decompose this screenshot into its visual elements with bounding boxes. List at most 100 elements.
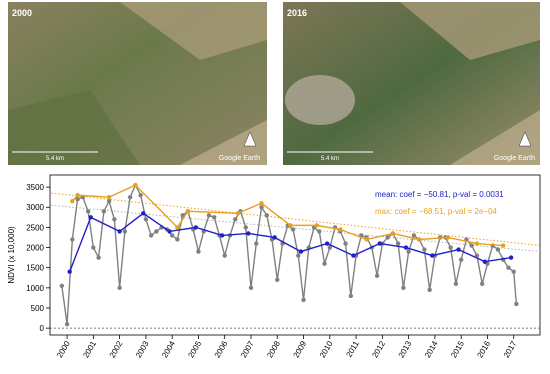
point	[275, 277, 280, 282]
point	[495, 247, 501, 252]
y-tick-label: 0	[40, 324, 45, 333]
x-tick-label: 2013	[397, 339, 414, 359]
credit: Google Earth	[494, 155, 535, 162]
north-arrow	[518, 131, 532, 147]
point	[133, 182, 138, 188]
x-tick-label: 2004	[160, 339, 177, 359]
point	[88, 215, 93, 220]
point	[148, 233, 154, 238]
point	[324, 241, 330, 246]
plot-frame	[49, 174, 541, 336]
point	[127, 194, 133, 200]
point	[422, 247, 427, 252]
x-tick-label: 2012	[370, 339, 387, 359]
x-tick-label: 2011	[344, 339, 361, 359]
point	[59, 283, 65, 289]
point	[374, 273, 380, 278]
point	[427, 287, 432, 293]
point	[403, 245, 409, 250]
x-tick-label: 2010	[318, 339, 335, 359]
point	[385, 235, 390, 240]
point	[474, 253, 480, 258]
point	[290, 227, 296, 232]
scale-label: 5.4 km	[46, 156, 64, 162]
credit: Google Earth	[219, 155, 260, 162]
x-tick-label: 2001	[81, 339, 98, 359]
x-tick-label: 2014	[423, 339, 440, 359]
point	[206, 213, 212, 218]
x-tick-label: 2005	[186, 339, 203, 359]
point	[474, 241, 480, 246]
point	[175, 225, 180, 230]
x-tick-label: 2003	[134, 339, 151, 359]
y-tick-label: 500	[31, 304, 45, 313]
point	[343, 241, 348, 246]
point	[169, 233, 175, 238]
point	[301, 297, 306, 303]
image-year: 2016	[287, 8, 307, 18]
point	[401, 285, 406, 291]
point	[272, 235, 277, 240]
point	[175, 237, 180, 242]
x-tick-label: 2017	[502, 339, 519, 359]
point	[101, 209, 107, 214]
point	[416, 237, 422, 242]
image-year: 2000	[12, 8, 32, 18]
point	[70, 237, 75, 242]
point	[96, 255, 101, 260]
annotation: mean: coef = −50.81, p-val = 0.0031	[375, 190, 504, 199]
satellite-2016	[283, 2, 540, 165]
point	[445, 235, 451, 240]
image-labels: 2000 5.4 km Google Earth 2016 5.4 km Google E…	[12, 8, 535, 162]
point	[456, 247, 461, 252]
point	[143, 217, 149, 222]
scale-label: 5.4 km	[321, 156, 339, 162]
point	[243, 225, 248, 230]
x-tick-label: 2006	[213, 339, 230, 359]
point	[448, 245, 453, 250]
point	[390, 231, 396, 236]
point	[351, 253, 356, 258]
point	[514, 301, 519, 307]
y-tick-label: 3500	[26, 183, 44, 192]
point	[75, 196, 80, 202]
point	[112, 217, 117, 222]
point	[322, 261, 327, 266]
point	[212, 215, 217, 220]
point	[117, 285, 122, 291]
point	[196, 249, 201, 254]
point	[511, 269, 516, 274]
point	[185, 209, 191, 214]
point	[411, 233, 417, 238]
annotation: max: coef = −68.51, p-val = 2e−04	[375, 207, 497, 216]
point	[453, 281, 459, 287]
x-tick-label: 2016	[475, 339, 492, 359]
x-tick-label: 2000	[55, 339, 72, 359]
y-tick-label: 1500	[26, 264, 44, 273]
x-tick-label: 2008	[265, 339, 282, 359]
point	[264, 213, 269, 218]
point	[67, 269, 72, 274]
point	[254, 241, 259, 246]
point	[317, 229, 322, 234]
y-tick-label: 3000	[26, 203, 44, 212]
point	[167, 229, 172, 234]
point	[288, 223, 293, 228]
trend-line	[51, 204, 541, 253]
point	[106, 194, 112, 200]
point	[430, 253, 435, 258]
point	[122, 229, 128, 234]
point	[338, 227, 343, 232]
x-tick-label: 2002	[108, 339, 125, 359]
x-tick-label: 2009	[292, 339, 309, 359]
point	[85, 209, 91, 214]
point	[138, 192, 143, 198]
point	[377, 241, 382, 246]
point	[154, 229, 159, 234]
point	[395, 241, 401, 246]
x-tick-label: 2007	[239, 339, 256, 359]
point	[259, 205, 264, 210]
point	[248, 285, 254, 291]
